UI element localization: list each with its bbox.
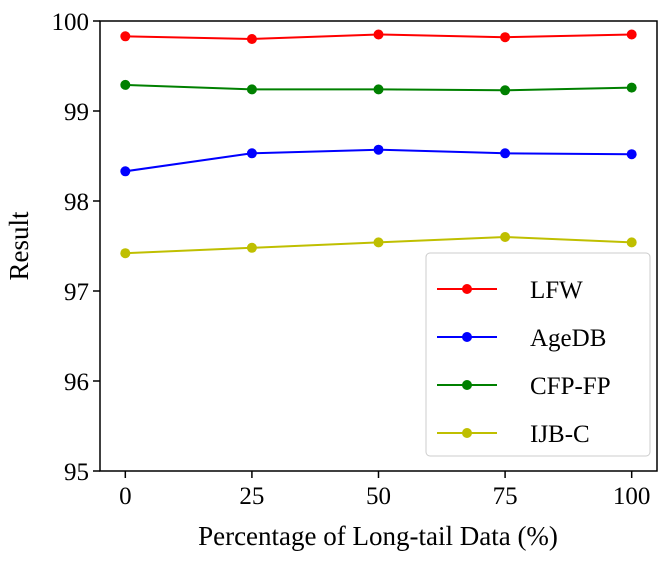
data-point bbox=[246, 84, 257, 95]
legend-marker bbox=[462, 428, 472, 438]
x-tick-label: 25 bbox=[239, 483, 264, 510]
y-tick-label: 95 bbox=[64, 459, 89, 486]
legend-marker bbox=[462, 380, 472, 390]
data-point bbox=[120, 31, 131, 42]
series-lfw bbox=[120, 29, 637, 44]
ticks-layer: 0 25 50 75 100 95 96 97 98 99 100 bbox=[52, 9, 651, 510]
data-point bbox=[500, 32, 511, 43]
data-point bbox=[626, 149, 637, 160]
data-point bbox=[373, 237, 384, 248]
y-tick-label: 97 bbox=[64, 279, 89, 306]
series-layer bbox=[120, 29, 637, 259]
legend-label: AgeDB bbox=[530, 325, 606, 352]
y-axis-label: Result bbox=[4, 211, 34, 281]
x-tick-label: 100 bbox=[613, 483, 651, 510]
y-tick-label: 96 bbox=[64, 369, 89, 396]
legend-item: CFP-FP bbox=[437, 373, 611, 400]
legend-marker bbox=[462, 284, 472, 294]
legend-item: IJB-C bbox=[437, 421, 590, 448]
data-point bbox=[246, 34, 257, 44]
series-cfp-fp bbox=[120, 79, 637, 96]
data-point bbox=[626, 82, 637, 93]
y-tick-label: 99 bbox=[64, 99, 89, 126]
legend: LFW AgeDB CFP-FP IJB-C bbox=[425, 252, 651, 457]
legend-label: CFP-FP bbox=[530, 373, 611, 400]
data-point bbox=[373, 84, 384, 95]
data-point bbox=[626, 29, 637, 40]
data-point bbox=[246, 148, 257, 159]
x-axis-label: Percentage of Long-tail Data (%) bbox=[198, 521, 558, 551]
data-point bbox=[373, 144, 384, 155]
data-point bbox=[626, 237, 637, 248]
data-point bbox=[120, 79, 131, 90]
data-point bbox=[500, 148, 511, 159]
legend-label: LFW bbox=[530, 277, 583, 304]
data-point bbox=[500, 232, 511, 242]
legend-item: LFW bbox=[437, 277, 583, 304]
data-point bbox=[120, 248, 131, 259]
data-point bbox=[500, 85, 511, 96]
x-tick-label: 75 bbox=[493, 483, 518, 510]
x-tick-label: 0 bbox=[119, 483, 132, 510]
series-agedb bbox=[120, 144, 637, 177]
legend-item: AgeDB bbox=[437, 325, 606, 352]
legend-label: IJB-C bbox=[530, 421, 590, 448]
y-tick-label: 98 bbox=[64, 189, 89, 216]
legend-marker bbox=[462, 332, 472, 342]
series-ijb-c bbox=[120, 232, 637, 259]
data-point bbox=[246, 242, 257, 253]
data-point bbox=[120, 166, 131, 177]
legend-frame bbox=[425, 252, 651, 457]
data-point bbox=[373, 29, 384, 40]
x-tick-label: 50 bbox=[366, 483, 391, 510]
y-tick-label: 100 bbox=[52, 9, 90, 36]
